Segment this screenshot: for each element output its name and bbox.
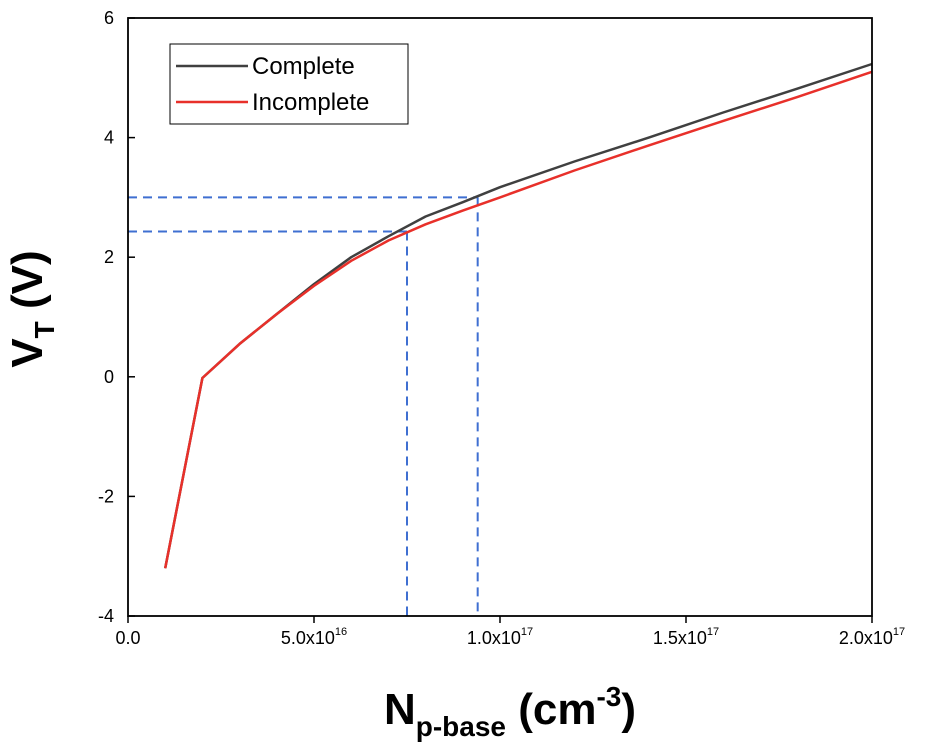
y-axis-title-unit: (V) bbox=[3, 250, 52, 321]
x-axis-title-main: N bbox=[384, 685, 416, 734]
y-axis-title: VT (V) bbox=[3, 250, 60, 367]
legend-label-complete: Complete bbox=[252, 53, 355, 80]
x-tick-label: 0.0 bbox=[115, 628, 140, 648]
x-axis-title-superscript: -3 bbox=[596, 681, 621, 712]
y-tick-label: 4 bbox=[104, 128, 114, 148]
reference-lines bbox=[128, 196, 479, 616]
y-tick-label: -2 bbox=[98, 486, 114, 506]
y-axis-title-subscript: T bbox=[29, 321, 60, 338]
x-axis-ticks: 0.0 5.0x1016 1.0x1017 1.5x1017 2.0x1017 bbox=[115, 616, 905, 648]
x-axis-title-unit: (cm bbox=[506, 685, 596, 734]
series-layer bbox=[163, 62, 873, 569]
x-axis-title-close: ) bbox=[621, 685, 636, 734]
y-tick-label: -4 bbox=[98, 606, 114, 626]
legend: Complete Incomplete bbox=[169, 43, 409, 125]
x-tick-label: 5.0x1016 bbox=[281, 626, 347, 648]
y-tick-label: 6 bbox=[104, 8, 114, 28]
legend-label-incomplete: Incomplete bbox=[252, 89, 369, 116]
y-axis-title-main: V bbox=[3, 338, 52, 368]
y-tick-label: 0 bbox=[104, 367, 114, 387]
x-tick-label: 1.0x1017 bbox=[467, 626, 533, 648]
x-tick-label: 1.5x1017 bbox=[653, 626, 719, 648]
x-axis-title: Np-base (cm-3) bbox=[384, 681, 636, 742]
x-tick-label: 2.0x1017 bbox=[839, 626, 905, 648]
legend-box bbox=[169, 43, 409, 125]
y-axis-ticks: -4 -2 0 2 4 6 bbox=[98, 8, 135, 626]
x-axis-title-subscript: p-base bbox=[416, 711, 506, 742]
y-tick-label: 2 bbox=[104, 247, 114, 267]
series-line-complete bbox=[163, 62, 873, 569]
series-line-incomplete bbox=[163, 70, 873, 569]
